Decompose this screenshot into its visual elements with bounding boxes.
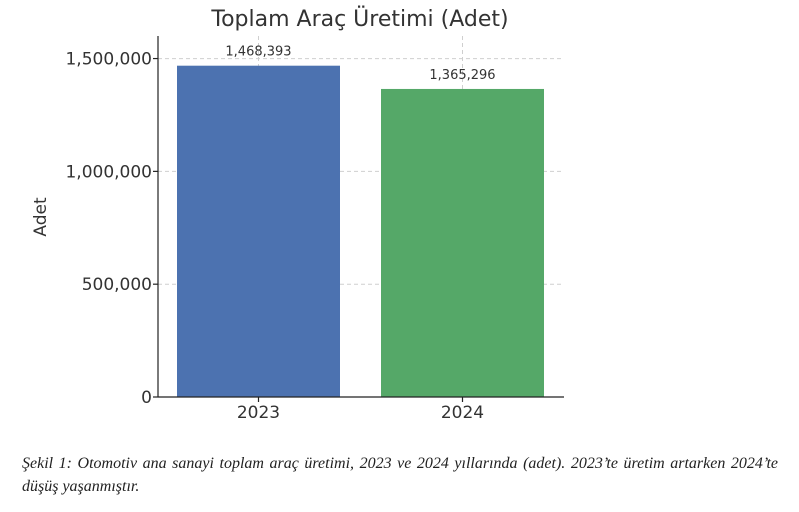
y-ticks: 0 500,000 1,000,000 1,500,000 bbox=[65, 50, 158, 408]
data-labels: 1,468,393 1,365,296 bbox=[225, 45, 495, 83]
y-axis-label: Adet bbox=[31, 197, 51, 237]
chart-title: Toplam Araç Üretimi (Adet) bbox=[210, 6, 508, 32]
x-ticks: 2023 2024 bbox=[237, 397, 484, 423]
data-label: 1,365,296 bbox=[429, 68, 495, 83]
x-tick-label: 2024 bbox=[441, 403, 484, 423]
bar-2024 bbox=[381, 88, 544, 398]
axes bbox=[157, 36, 564, 398]
bar-2023 bbox=[177, 65, 340, 397]
y-tick-label: 1,500,000 bbox=[65, 50, 152, 70]
y-tick-label: 500,000 bbox=[82, 275, 152, 295]
figure-caption: Şekil 1: Otomotiv ana sanayi toplam araç… bbox=[22, 455, 778, 495]
y-tick-label: 0 bbox=[141, 388, 152, 408]
data-label: 1,468,393 bbox=[225, 45, 291, 60]
y-tick-label: 1,000,000 bbox=[65, 162, 152, 182]
bars bbox=[177, 65, 544, 398]
x-tick-label: 2023 bbox=[237, 403, 280, 423]
bar-chart: Toplam Araç Üretimi (Adet) Adet 0 500,000… bbox=[31, 6, 564, 423]
